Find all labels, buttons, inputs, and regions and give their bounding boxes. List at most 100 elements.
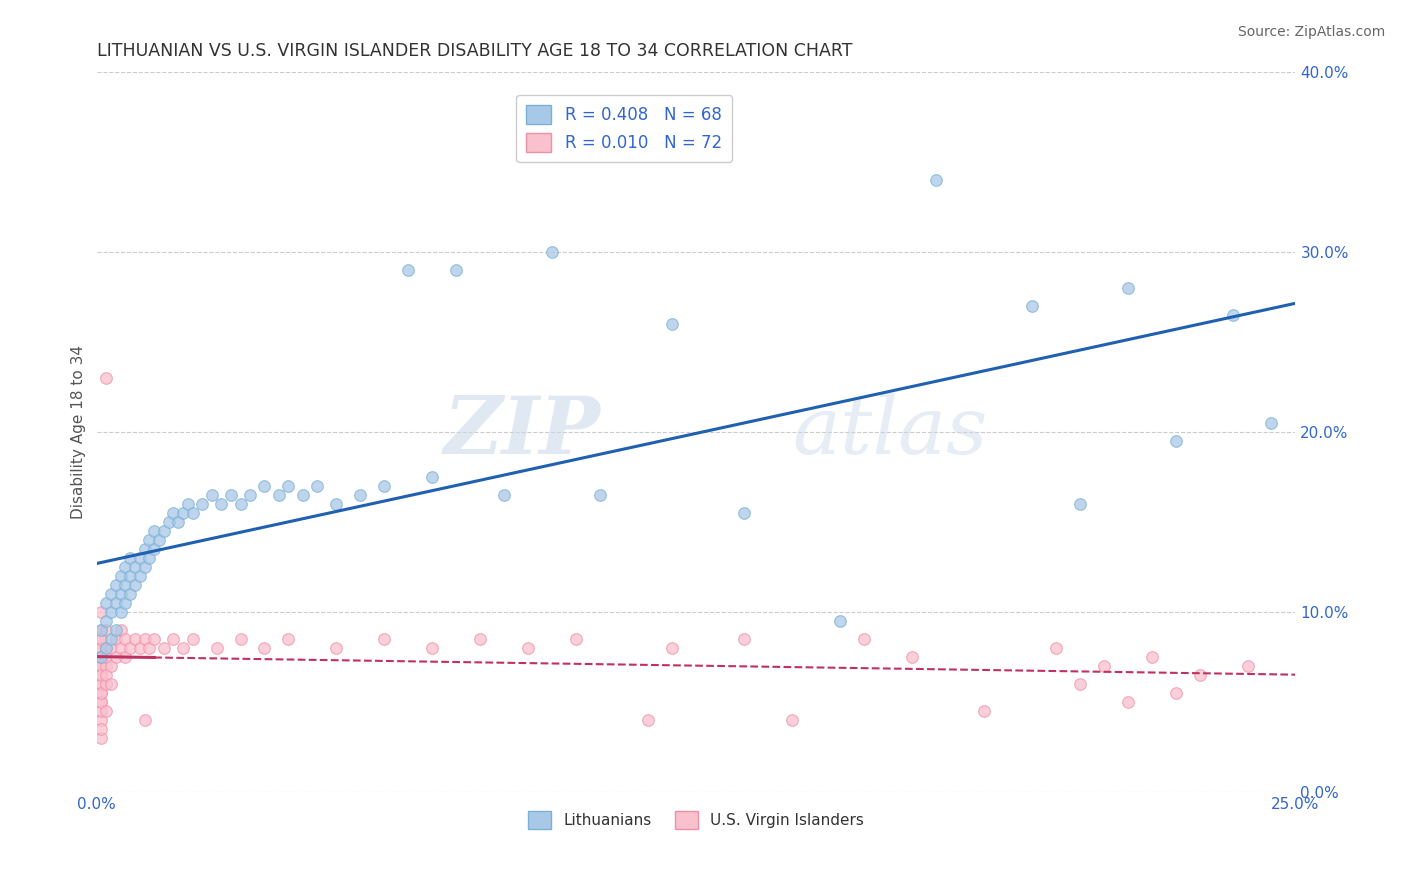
Text: Source: ZipAtlas.com: Source: ZipAtlas.com (1237, 25, 1385, 39)
Point (1116, 695, 1139, 709)
Point (124, 632, 146, 646)
Point (100, 632, 122, 646)
Point (901, 650, 924, 665)
Point (100, 641, 122, 656)
Point (219, 488, 242, 502)
Point (90, 650, 112, 665)
Point (325, 497, 347, 511)
Point (138, 533, 160, 548)
Point (172, 506, 194, 520)
Point (143, 524, 166, 538)
Point (239, 488, 262, 502)
Point (291, 488, 314, 502)
Point (96, 668, 118, 682)
Point (120, 569, 142, 583)
Point (157, 515, 180, 529)
Point (152, 641, 174, 656)
Point (90, 605, 112, 619)
Point (110, 623, 132, 637)
Text: ZIP: ZIP (443, 393, 600, 471)
Point (110, 569, 132, 583)
Point (420, 641, 443, 656)
Point (124, 560, 146, 574)
Point (96, 704, 118, 718)
Point (1045, 641, 1067, 656)
Point (1260, 416, 1282, 430)
Point (541, 245, 564, 260)
Point (565, 632, 588, 646)
Point (134, 542, 156, 557)
Point (134, 560, 156, 574)
Point (90, 650, 112, 665)
Point (470, 632, 492, 646)
Point (96, 650, 118, 665)
Point (90, 695, 112, 709)
Point (589, 488, 612, 502)
Point (100, 677, 122, 691)
Point (120, 551, 142, 566)
Point (1236, 659, 1258, 673)
Point (90, 641, 112, 656)
Point (100, 587, 122, 601)
Point (1164, 686, 1187, 700)
Point (733, 506, 755, 520)
Point (1069, 677, 1091, 691)
Point (828, 614, 851, 628)
Point (162, 506, 184, 520)
Legend: Lithuanians, U.S. Virgin Islanders: Lithuanians, U.S. Virgin Islanders (522, 805, 870, 835)
Point (114, 578, 136, 592)
Point (1069, 497, 1091, 511)
Point (152, 524, 174, 538)
Point (1140, 650, 1163, 665)
Point (90, 722, 112, 736)
Point (90, 695, 112, 709)
Point (181, 632, 204, 646)
Point (110, 605, 132, 619)
Point (96, 659, 118, 673)
Point (90, 668, 112, 682)
Text: LITHUANIAN VS U.S. VIRGIN ISLANDER DISABILITY AGE 18 TO 34 CORRELATION CHART: LITHUANIAN VS U.S. VIRGIN ISLANDER DISAB… (97, 42, 852, 60)
Point (100, 659, 122, 673)
Point (114, 650, 136, 665)
Point (661, 641, 683, 656)
Point (253, 641, 276, 656)
Point (229, 632, 252, 646)
Point (128, 569, 150, 583)
Point (148, 533, 170, 548)
Point (973, 704, 995, 718)
Point (114, 596, 136, 610)
Point (90, 623, 112, 637)
Point (637, 713, 659, 727)
Point (277, 632, 299, 646)
Point (110, 587, 132, 601)
Point (191, 497, 214, 511)
Point (201, 488, 224, 502)
Point (90, 650, 112, 665)
Point (373, 632, 395, 646)
Point (143, 632, 166, 646)
Point (162, 632, 184, 646)
Point (134, 632, 156, 646)
Point (90, 641, 112, 656)
Point (373, 479, 395, 493)
Point (138, 641, 160, 656)
Point (96, 623, 118, 637)
Point (90, 668, 112, 682)
Point (277, 479, 299, 493)
Point (205, 641, 228, 656)
Point (90, 632, 112, 646)
Point (90, 713, 112, 727)
Point (446, 263, 468, 277)
Point (181, 506, 204, 520)
Point (1116, 281, 1139, 295)
Point (128, 551, 150, 566)
Point (1164, 434, 1187, 449)
Point (104, 623, 127, 637)
Point (1092, 659, 1115, 673)
Point (780, 713, 803, 727)
Point (138, 551, 160, 566)
Point (229, 497, 252, 511)
Point (90, 659, 112, 673)
Y-axis label: Disability Age 18 to 34: Disability Age 18 to 34 (72, 345, 86, 519)
Point (96, 614, 118, 628)
